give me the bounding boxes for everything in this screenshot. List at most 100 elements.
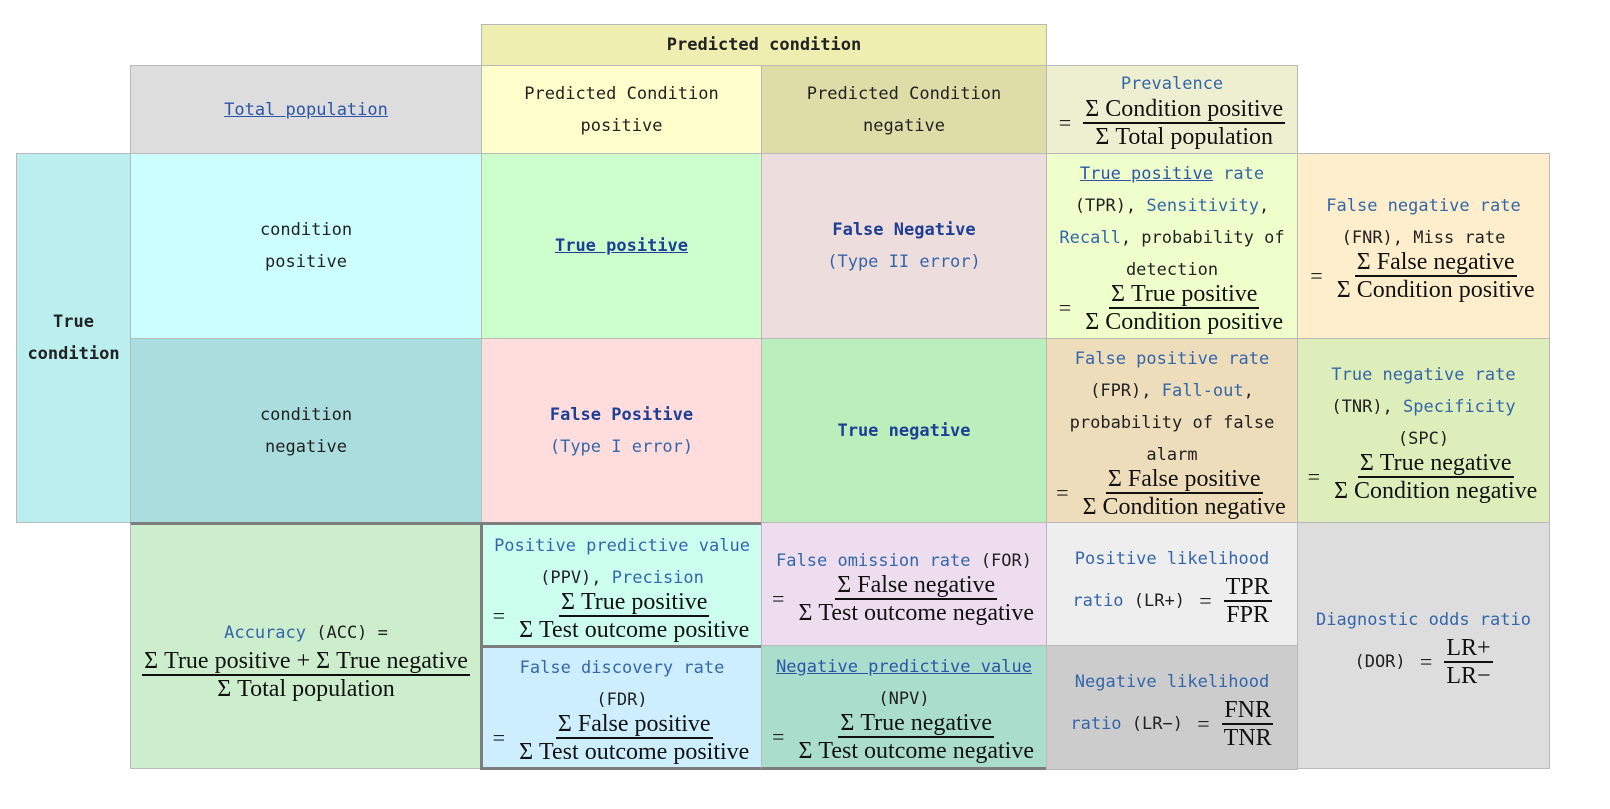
lr-positive-equals: = (1199, 587, 1212, 613)
fdr-numerator: Σ False positive (555, 710, 713, 739)
for-equals: = (772, 585, 785, 611)
condition-positive-cell: condition positive (130, 153, 482, 339)
tnr-label: True negative rate (1331, 365, 1516, 385)
dor-fraction: LR+ LR− (1444, 636, 1493, 689)
fnr-miss-rate: Miss rate (1413, 228, 1506, 248)
fdr-abbr: (FDR) (596, 689, 648, 710)
true-condition-line2: condition (27, 344, 120, 364)
tpr-line3: Recall, probability of (1059, 222, 1284, 254)
dor-denominator: LR− (1446, 662, 1491, 689)
lr-negative-denominator: TNR (1223, 724, 1272, 751)
total-population-cell: Total population (130, 65, 482, 154)
prevalence-label: Prevalence (1120, 73, 1224, 94)
lr-positive-line1: Positive likelihood (1074, 548, 1270, 569)
tnr-abbr: (TNR), (1331, 397, 1404, 417)
prevalence-denominator: Σ Total population (1095, 123, 1274, 150)
ppv-label: Positive predictive value (494, 535, 750, 556)
prevalence-fraction: Σ Condition positive Σ Total population (1083, 95, 1286, 150)
tpr-equals: = (1058, 295, 1072, 320)
predicted-negative-line2: negative (863, 115, 945, 136)
lr-negative-ratio: ratio (1070, 713, 1122, 734)
tpr-numerator: Σ True positive (1108, 281, 1260, 309)
fnr-label: False negative rate (1326, 196, 1521, 216)
predicted-condition-header: Predicted condition (481, 24, 1047, 66)
accuracy-cell: Accuracy (ACC) = Σ True positive + Σ Tru… (130, 522, 482, 769)
lr-positive-ratio: ratio (1072, 590, 1124, 611)
predicted-negative-header: Predicted Condition negative (761, 65, 1047, 154)
true-condition-line1: True (53, 312, 94, 332)
fdr-fraction: Σ False positive Σ Test outcome positive (517, 712, 751, 764)
tnr-specificity: Specificity (1403, 397, 1516, 417)
npv-equals: = (772, 723, 785, 749)
fdr-cell: False discovery rate (FDR) = Σ False pos… (480, 645, 762, 770)
fnr-numerator: Σ False negative (1354, 249, 1517, 277)
tpr-true-positive-link[interactable]: True positive (1079, 164, 1213, 184)
prevalence-numerator: Σ Condition positive (1083, 95, 1286, 124)
tpr-probability: , probability of (1120, 228, 1285, 248)
fpr-fallout: Fall-out (1161, 381, 1244, 401)
tpr-line2: (TPR), Sensitivity, (1075, 190, 1270, 222)
lr-positive-cell: Positive likelihood ratio (LR+) = TPR FP… (1046, 522, 1298, 647)
dor-equals: = (1419, 648, 1433, 674)
condition-negative-line1: condition (259, 405, 353, 425)
for-denominator: Σ Test outcome negative (798, 599, 1034, 626)
true-positive-link[interactable]: True positive (554, 236, 689, 256)
true-condition-header: True condition (16, 153, 131, 523)
npv-formula: = Σ True negative Σ Test outcome negativ… (772, 711, 1036, 763)
for-numerator: Σ False negative (835, 571, 998, 600)
tpr-detection: detection (1125, 260, 1219, 280)
lr-positive-fraction: TPR FPR (1223, 575, 1272, 628)
accuracy-abbr: (ACC) = (306, 622, 388, 643)
dor-cell: Diagnostic odds ratio (DOR) = LR+ LR− (1297, 522, 1550, 769)
fpr-comma: , (1243, 381, 1254, 401)
fpr-label: False positive rate (1074, 349, 1270, 369)
fpr-line2: (FPR), Fall-out, (1090, 375, 1254, 407)
lr-positive-denominator: FPR (1226, 601, 1269, 628)
total-population-link[interactable]: Total population (224, 99, 388, 120)
false-positive-cell: False Positive (Type I error) (481, 338, 762, 524)
fpr-cell: False positive rate (FPR), Fall-out, pro… (1046, 338, 1298, 524)
npv-fraction: Σ True negative Σ Test outcome negative (796, 711, 1036, 763)
condition-negative-cell: condition negative (130, 338, 482, 524)
accuracy-label: Accuracy (224, 622, 306, 643)
tnr-fraction: Σ True negative Σ Condition negative (1332, 451, 1539, 503)
tpr-rate-text: rate (1212, 164, 1265, 184)
for-fraction: Σ False negative Σ Test outcome negative (796, 573, 1036, 625)
fdr-label: False discovery rate (519, 657, 725, 678)
fpr-equals: = (1056, 480, 1069, 505)
fnr-denominator: Σ Condition positive (1336, 277, 1535, 303)
fnr-fraction: Σ False negative Σ Condition positive (1335, 250, 1537, 302)
false-negative-title: False Negative (832, 220, 976, 240)
lr-positive-line2: ratio (LR+) = TPR FPR (1072, 575, 1272, 628)
accuracy-line1: Accuracy (ACC) = (224, 617, 388, 649)
lr-negative-abbr: (LR−) (1121, 713, 1194, 734)
condition-negative-line2: negative (265, 437, 347, 457)
lr-positive-abbr: (LR+) (1123, 590, 1196, 611)
fnr-equals: = (1310, 263, 1323, 288)
npv-label-link[interactable]: Negative predictive value (776, 656, 1032, 677)
true-negative-title: True negative (837, 421, 971, 441)
lr-negative-line1: Negative likelihood (1074, 671, 1270, 692)
lr-negative-line2: ratio (LR−) = FNR TNR (1070, 698, 1273, 750)
for-formula: = Σ False negative Σ Test outcome negati… (772, 573, 1036, 625)
ppv-numerator: Σ True positive (558, 588, 710, 617)
npv-cell: Negative predictive value (NPV) = Σ True… (761, 645, 1047, 770)
fnr-formula: = Σ False negative Σ Condition positive (1310, 250, 1536, 302)
predicted-positive-line2: positive (580, 115, 663, 136)
predicted-positive-header: Predicted Condition positive (481, 65, 762, 154)
condition-positive-line1: condition (259, 220, 353, 240)
fpr-line3: probability of false (1069, 413, 1275, 433)
ppv-equals: = (492, 602, 506, 628)
fdr-equals: = (492, 724, 506, 750)
tnr-line2: (TNR), Specificity (1331, 391, 1515, 423)
npv-numerator: Σ True negative (838, 709, 995, 738)
ppv-denominator: Σ Test outcome positive (519, 616, 750, 643)
fpr-fraction: Σ False positive Σ Condition negative (1081, 467, 1288, 519)
tpr-line1: True positive rate (1080, 158, 1264, 190)
fdr-formula: = Σ False positive Σ Test outcome positi… (493, 712, 752, 764)
ppv-precision: Precision (611, 567, 704, 588)
for-label: False omission rate (776, 550, 971, 571)
tpr-sensitivity: Sensitivity (1146, 196, 1259, 216)
lr-negative-numerator: FNR (1222, 696, 1273, 725)
ppv-line2: (PPV), Precision (540, 562, 704, 594)
